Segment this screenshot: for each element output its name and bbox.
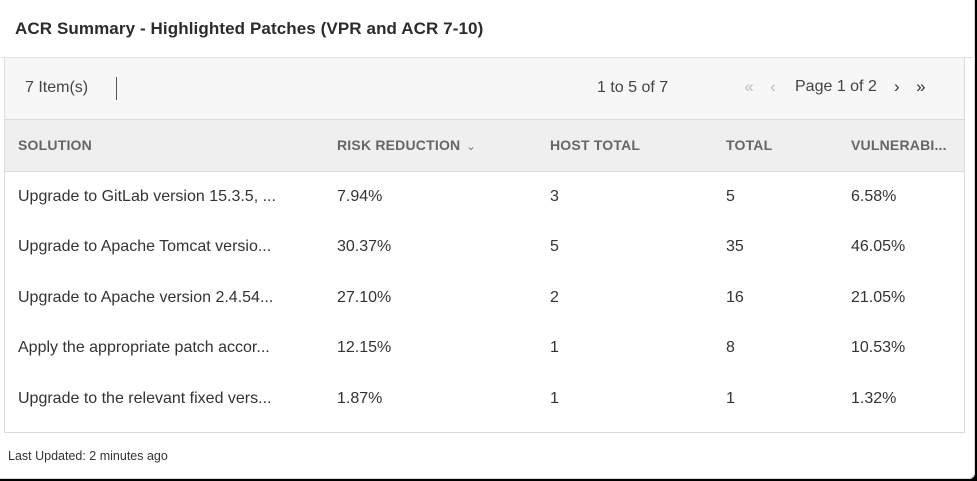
- page-label: Page 1 of 2: [795, 78, 877, 95]
- cell-solution: Apply the appropriate patch accor...: [18, 339, 270, 357]
- column-header-solution[interactable]: SOLUTION: [18, 137, 92, 153]
- toolbar-divider: [116, 77, 117, 100]
- cell-host-total: 3: [550, 188, 559, 205]
- cell-vulnerability: 46.05%: [851, 238, 906, 256]
- cell-host-total: 1: [550, 339, 559, 357]
- cell-host-total: 1: [550, 389, 559, 407]
- table-row[interactable]: Upgrade to Apache Tomcat versio... 30.37…: [5, 222, 964, 272]
- last-page-icon[interactable]: »: [916, 77, 926, 96]
- column-header-vulnerability[interactable]: VULNERABI...: [851, 137, 947, 153]
- cell-total: 1: [726, 389, 735, 407]
- cell-total: 35: [726, 238, 744, 256]
- table-row[interactable]: Upgrade to Apache version 2.4.54... 27.1…: [5, 273, 964, 323]
- record-range: 1 to 5 of 7: [597, 79, 669, 96]
- item-count: 7 Item(s): [25, 79, 89, 96]
- cell-total: 16: [726, 288, 744, 306]
- first-page-icon[interactable]: «: [744, 77, 754, 96]
- column-header-label: RISK REDUCTION: [337, 137, 461, 153]
- cell-risk-reduction: 27.10%: [337, 288, 392, 306]
- cell-host-total: 5: [550, 238, 559, 256]
- cell-risk-reduction: 1.87%: [337, 389, 383, 407]
- cell-risk-reduction: 12.15%: [337, 339, 392, 357]
- pagination: « ‹ Page 1 of 2 › »: [737, 77, 933, 97]
- cell-vulnerability: 6.58%: [851, 188, 897, 205]
- table-row[interactable]: Upgrade to GitLab version 15.3.5, ... 7.…: [5, 172, 964, 222]
- column-header-risk-reduction[interactable]: RISK REDUCTION ⌄: [337, 137, 476, 153]
- cell-solution: Upgrade to the relevant fixed vers...: [18, 389, 272, 407]
- table-row[interactable]: Upgrade to the relevant fixed vers... 1.…: [5, 374, 964, 424]
- next-page-icon[interactable]: ›: [894, 77, 900, 96]
- table-header: SOLUTION RISK REDUCTION ⌄ HOST TOTAL TOTA…: [5, 120, 964, 172]
- patches-grid: 7 Item(s) 1 to 5 of 7 « ‹ Page 1 of 2 › …: [4, 58, 965, 433]
- cell-vulnerability: 21.05%: [851, 288, 906, 306]
- table-row[interactable]: Apply the appropriate patch accor... 12.…: [5, 323, 964, 373]
- cell-risk-reduction: 30.37%: [337, 238, 392, 256]
- cell-total: 5: [726, 188, 735, 205]
- cell-solution: Upgrade to Apache Tomcat versio...: [18, 238, 272, 256]
- cell-solution: Upgrade to Apache version 2.4.54...: [18, 288, 274, 306]
- last-updated: Last Updated: 2 minutes ago: [8, 449, 168, 463]
- cell-risk-reduction: 7.94%: [337, 188, 383, 205]
- prev-page-icon[interactable]: ‹: [770, 77, 776, 96]
- column-header-total[interactable]: TOTAL: [726, 137, 773, 153]
- cell-vulnerability: 1.32%: [851, 389, 897, 407]
- cell-total: 8: [726, 339, 735, 357]
- grid-toolbar: 7 Item(s) 1 to 5 of 7 « ‹ Page 1 of 2 › …: [5, 58, 964, 120]
- cell-vulnerability: 10.53%: [851, 339, 906, 357]
- cell-host-total: 2: [550, 288, 559, 306]
- widget-title: ACR Summary - Highlighted Patches (VPR a…: [15, 18, 484, 38]
- widget-footer: Last Updated: 2 minutes ago: [0, 433, 975, 479]
- sort-descending-icon[interactable]: ⌄: [466, 141, 476, 153]
- column-header-host-total[interactable]: HOST TOTAL: [550, 137, 641, 153]
- cell-solution: Upgrade to GitLab version 15.3.5, ...: [18, 188, 276, 205]
- widget-header: ACR Summary - Highlighted Patches (VPR a…: [0, 0, 975, 58]
